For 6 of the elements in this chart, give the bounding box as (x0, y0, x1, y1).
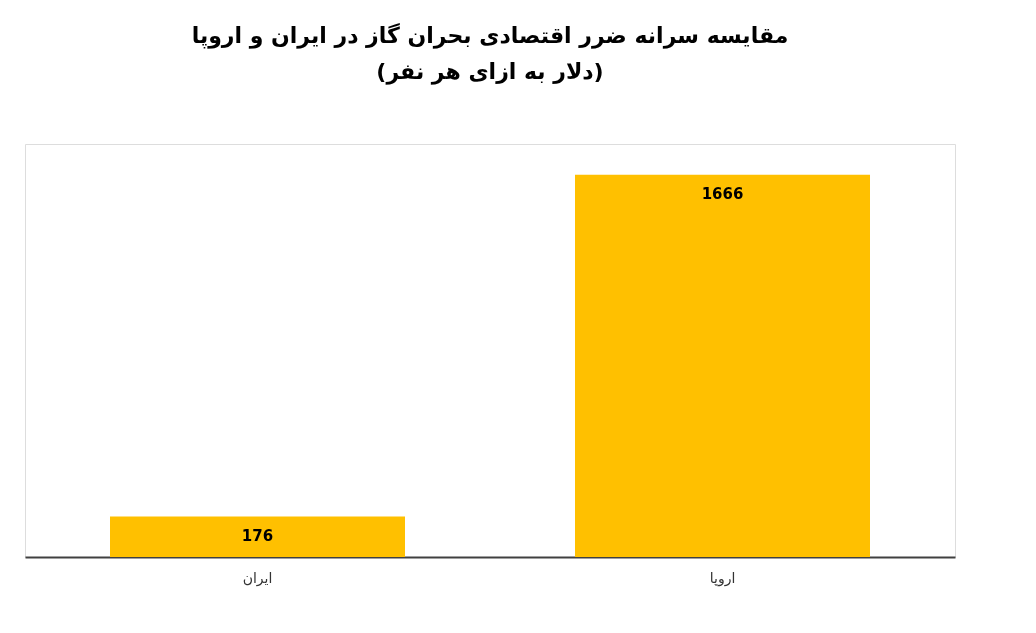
x-tick-label: اروپا (709, 569, 736, 587)
chart-subtitle: (دلار به ازای هر نفر) (376, 59, 604, 85)
chart-title: مقایسه سرانه ضرر اقتصادی بحران گاز در ایران و اروپا (191, 22, 789, 49)
x-tick-label: ایران (242, 569, 273, 587)
data-label: 1666 (701, 184, 744, 203)
data-label: 176 (241, 526, 274, 545)
